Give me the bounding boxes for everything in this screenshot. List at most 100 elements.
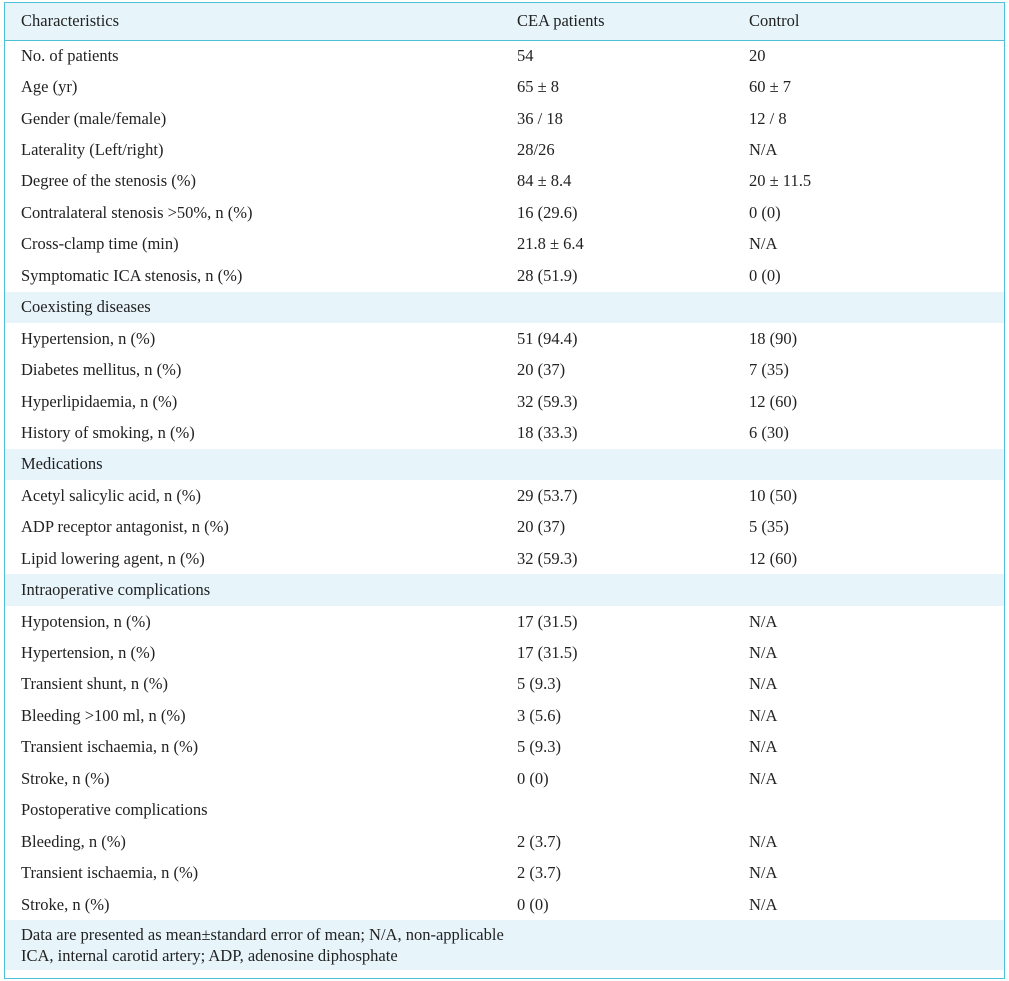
table-row: Bleeding >100 ml, n (%) 3 (5.6) N/A <box>5 700 1004 732</box>
section-title: Postoperative complications <box>21 800 208 820</box>
section-title: Coexisting diseases <box>21 297 151 317</box>
table-row: Hyperlipidaemia, n (%) 32 (59.3) 12 (60) <box>5 385 1004 418</box>
row-label: Gender (male/female) <box>21 108 167 128</box>
header-characteristics: Characteristics <box>21 11 120 31</box>
section-title: Intraoperative complications <box>21 580 211 600</box>
control-value: N/A <box>749 737 778 757</box>
section-header-row: Postoperative complications <box>5 794 1004 826</box>
cea-patients-value: 2 (3.7) <box>517 863 561 883</box>
table-footnotes: Data are presented as mean±standard erro… <box>5 920 1004 971</box>
row-label: Hypotension, n (%) <box>21 611 151 631</box>
characteristics-table-container: Characteristics CEA patients Control No.… <box>4 2 1005 979</box>
table-row: Transient shunt, n (%) 5 (9.3) N/A <box>5 668 1004 701</box>
table-row: Diabetes mellitus, n (%) 20 (37) 7 (35) <box>5 354 1004 386</box>
control-value: N/A <box>749 643 778 663</box>
table-row: Cross-clamp time (min) 21.8 ± 6.4 N/A <box>5 228 1004 261</box>
row-label: Bleeding >100 ml, n (%) <box>21 705 186 725</box>
cea-patients-value: 84 ± 8.4 <box>517 171 572 191</box>
table-row: Gender (male/female) 36 / 18 12 / 8 <box>5 102 1004 135</box>
cea-patients-value: 0 (0) <box>517 768 549 788</box>
table-header-row: Characteristics CEA patients Control <box>5 3 1004 40</box>
footnote-line: Data are presented as mean±standard erro… <box>21 925 504 945</box>
control-value: 10 (50) <box>749 485 798 505</box>
characteristics-table: Characteristics CEA patients Control No.… <box>5 3 1004 921</box>
table-row: Transient ischaemia, n (%) 2 (3.7) N/A <box>5 857 1004 889</box>
cea-patients-value: 3 (5.6) <box>517 705 561 725</box>
cea-patients-value: 21.8 ± 6.4 <box>517 234 584 254</box>
cea-patients-value <box>495 449 739 480</box>
control-value: 12 (60) <box>749 548 798 568</box>
footnote-line: ICA, internal carotid artery; ADP, adeno… <box>21 946 398 966</box>
section-header-row: Medications <box>5 448 1004 481</box>
table-row: Bleeding, n (%) 2 (3.7) N/A <box>5 825 1004 858</box>
table-row: Stroke, n (%) 0 (0) N/A <box>5 763 1004 795</box>
control-value: 12 / 8 <box>749 108 787 128</box>
cea-patients-value: 0 (0) <box>517 894 549 914</box>
control-value: 12 (60) <box>749 391 798 411</box>
cea-patients-value: 17 (31.5) <box>517 611 578 631</box>
row-label: ADP receptor antagonist, n (%) <box>21 517 229 537</box>
row-label: Contralateral stenosis >50%, n (%) <box>21 202 253 222</box>
cea-patients-value: 65 ± 8 <box>517 77 560 97</box>
cea-patients-value: 16 (29.6) <box>517 202 578 222</box>
control-value: 0 (0) <box>749 265 781 285</box>
table-row: Age (yr) 65 ± 8 60 ± 7 <box>5 71 1004 103</box>
cea-patients-value: 5 (9.3) <box>517 674 561 694</box>
row-label: Transient shunt, n (%) <box>21 674 168 694</box>
cea-patients-value: 36 / 18 <box>517 108 563 128</box>
section-title: Medications <box>21 454 103 474</box>
control-value: 20 <box>749 45 766 65</box>
cea-patients-value: 5 (9.3) <box>517 737 561 757</box>
row-label: Diabetes mellitus, n (%) <box>21 360 182 380</box>
control-value: N/A <box>749 140 778 160</box>
table-row: No. of patients 54 20 <box>5 40 1004 72</box>
table-row: Transient ischaemia, n (%) 5 (9.3) N/A <box>5 731 1004 764</box>
row-label: Laterality (Left/right) <box>21 140 164 160</box>
table-body: No. of patients 54 20 Age (yr) 65 ± 8 60 ± 7 G… <box>5 40 1004 921</box>
cea-patients-value: 20 (37) <box>517 517 566 537</box>
row-label: Hypertension, n (%) <box>21 643 156 663</box>
section-header-row: Intraoperative complications <box>5 574 1004 606</box>
cea-patients-value: 29 (53.7) <box>517 485 578 505</box>
control-value: 7 (35) <box>749 360 789 380</box>
cea-patients-value: 18 (33.3) <box>517 422 578 442</box>
row-label: Acetyl salicylic acid, n (%) <box>21 485 202 505</box>
control-value <box>739 449 1004 480</box>
control-value <box>739 795 1004 826</box>
header-cea-patients: CEA patients <box>517 11 605 31</box>
cea-patients-value: 54 <box>517 45 534 65</box>
table-row: Contralateral stenosis >50%, n (%) 16 (29… <box>5 197 1004 229</box>
control-value <box>739 574 1004 605</box>
table-row: Hypotension, n (%) 17 (31.5) N/A <box>5 605 1004 638</box>
header-control: Control <box>749 11 800 31</box>
table-row: Hypertension, n (%) 17 (31.5) N/A <box>5 637 1004 669</box>
row-label: Bleeding, n (%) <box>21 831 126 851</box>
control-value: N/A <box>749 863 778 883</box>
control-value: N/A <box>749 831 778 851</box>
control-value: 20 ± 11.5 <box>749 171 812 191</box>
table-row: Acetyl salicylic acid, n (%) 29 (53.7) 10 … <box>5 480 1004 512</box>
cea-patients-value: 20 (37) <box>517 360 566 380</box>
table-row: Degree of the stenosis (%) 84 ± 8.4 20 ± 1… <box>5 165 1004 198</box>
control-value: 0 (0) <box>749 202 781 222</box>
control-value: 60 ± 7 <box>749 77 792 97</box>
row-label: Hyperlipidaemia, n (%) <box>21 391 178 411</box>
row-label: Transient ischaemia, n (%) <box>21 863 199 883</box>
table-row: Stroke, n (%) 0 (0) N/A <box>5 888 1004 921</box>
row-label: Degree of the stenosis (%) <box>21 171 197 191</box>
row-label: Stroke, n (%) <box>21 894 110 914</box>
row-label: Symptomatic ICA stenosis, n (%) <box>21 265 243 285</box>
control-value: 5 (35) <box>749 517 789 537</box>
control-value: N/A <box>749 768 778 788</box>
table-row: Hypertension, n (%) 51 (94.4) 18 (90) <box>5 322 1004 355</box>
control-value: 18 (90) <box>749 328 798 348</box>
row-label: Transient ischaemia, n (%) <box>21 737 199 757</box>
cea-patients-value: 2 (3.7) <box>517 831 561 851</box>
table-row: ADP receptor antagonist, n (%) 20 (37) 5 (… <box>5 511 1004 543</box>
row-label: Stroke, n (%) <box>21 768 110 788</box>
control-value: N/A <box>749 674 778 694</box>
control-value: N/A <box>749 611 778 631</box>
table-row: Symptomatic ICA stenosis, n (%) 28 (51.9)… <box>5 260 1004 292</box>
row-label: Hypertension, n (%) <box>21 328 156 348</box>
control-value: N/A <box>749 705 778 725</box>
